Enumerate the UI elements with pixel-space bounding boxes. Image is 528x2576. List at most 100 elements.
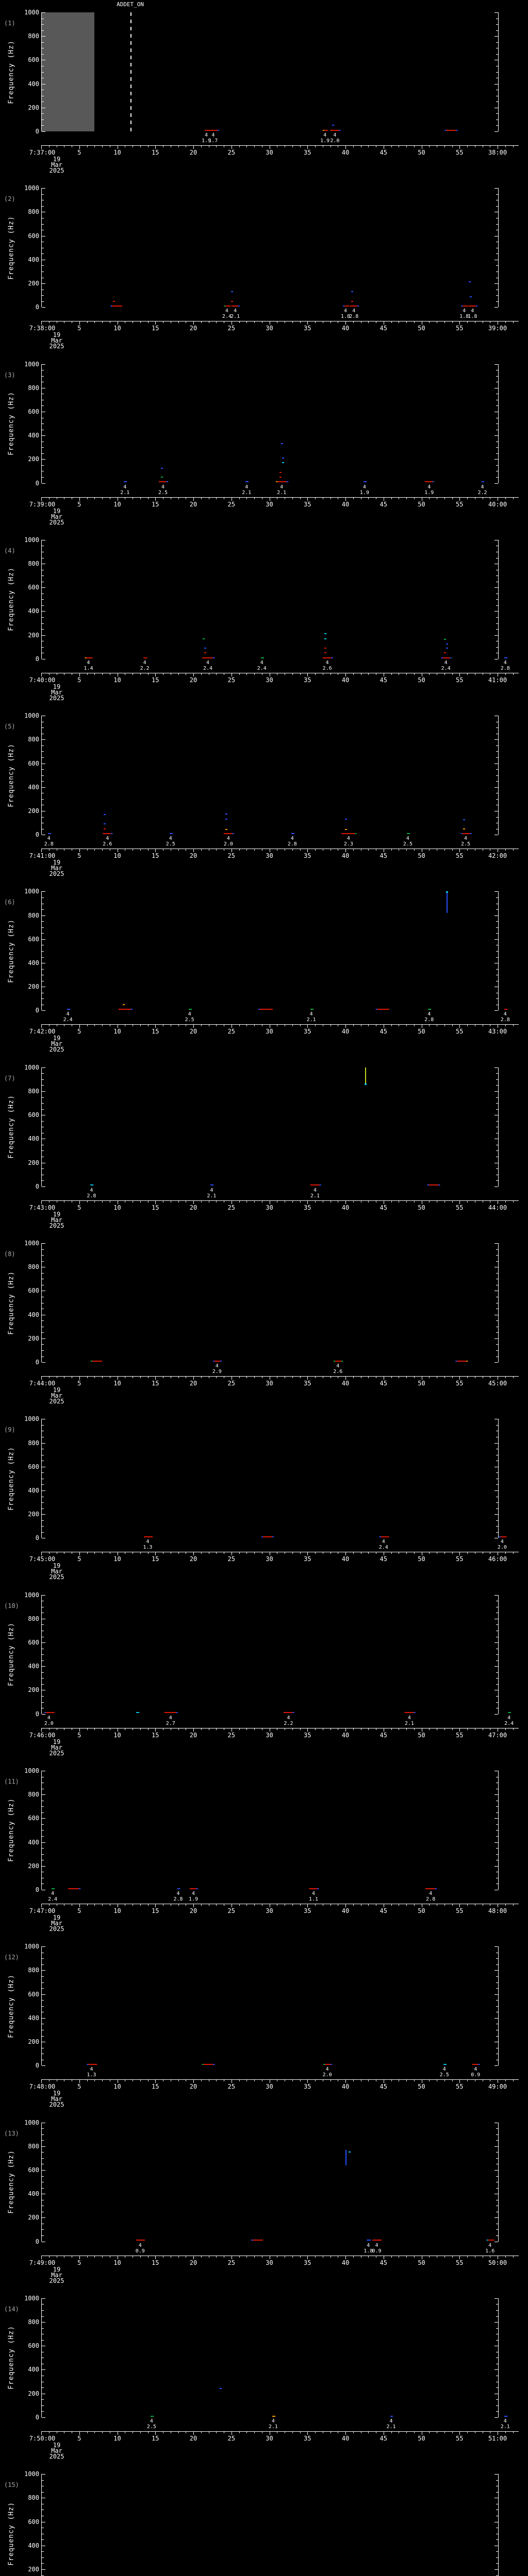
- y-axis-tick: [496, 2158, 498, 2159]
- detection-tip: [91, 1360, 93, 1362]
- detection-mark: [68, 1888, 81, 1889]
- x-tick-label: 45: [380, 1380, 387, 1387]
- y-tick-label: 1000: [24, 1591, 39, 1599]
- x-tick-label: 20: [189, 149, 197, 156]
- y-tick-label: 0: [35, 831, 39, 839]
- x-tick-label: 55: [456, 325, 464, 332]
- y-axis-tick: [42, 2328, 44, 2329]
- detection-dot: [225, 828, 228, 830]
- y-axis-tick: [496, 1836, 498, 1837]
- x-axis-tick: [102, 497, 103, 499]
- y-axis-tick: [42, 2152, 44, 2153]
- y-axis-tick: [42, 1180, 44, 1181]
- x-axis-tick: [193, 1200, 194, 1204]
- detection-mark: [103, 833, 113, 834]
- y-axis-tick: [494, 1514, 498, 1515]
- panel-index-label: (13): [4, 2129, 19, 2137]
- x-axis-tick: [216, 673, 217, 675]
- x-end-time-label: 44:00: [488, 1204, 507, 1211]
- x-axis-tick: [201, 146, 202, 147]
- x-axis-tick: [292, 497, 293, 499]
- x-axis-tick: [201, 849, 202, 851]
- detection-dot: [349, 2151, 351, 2153]
- x-axis-tick: [155, 673, 156, 676]
- plot-area: [41, 1067, 499, 1187]
- x-tick-label: 10: [113, 676, 121, 684]
- y-axis-tick: [42, 1595, 45, 1596]
- y-axis-tick: [42, 2018, 45, 2019]
- x-axis-tick: [216, 497, 217, 499]
- x-axis-tick: [94, 2431, 95, 2433]
- panel-index-label: (15): [4, 2481, 19, 2489]
- detection-line: [253, 2240, 263, 2241]
- detection-line: [87, 657, 93, 658]
- y-axis-tick: [42, 72, 44, 73]
- y-axis-tick: [496, 1344, 498, 1345]
- x-axis-tick: [87, 1728, 88, 1730]
- y-axis-tick: [496, 1425, 498, 1426]
- y-axis-tick: [42, 1794, 45, 1795]
- detection-line: [468, 305, 476, 307]
- y-axis-tick: [42, 1338, 45, 1339]
- detection-dot: [332, 125, 334, 126]
- y-axis-title: Frequency (Hz): [7, 919, 15, 983]
- x-axis-tick: [345, 146, 346, 149]
- detection-mark: [177, 1888, 180, 1889]
- y-axis-tick: [494, 891, 498, 892]
- y-axis-tick: [42, 307, 45, 308]
- x-axis-tick: [216, 146, 217, 147]
- y-axis-tick: [496, 1976, 498, 1977]
- detection-mark: [202, 657, 214, 658]
- y-tick-label: 1000: [24, 1767, 39, 1774]
- x-axis-tick: [216, 1025, 217, 1027]
- detection-score-label: 4 2.2: [477, 484, 487, 496]
- x-axis-tick: [79, 2256, 80, 2259]
- y-axis-tick: [42, 739, 45, 740]
- x-axis-tick: [414, 497, 415, 499]
- detection-score-label: 4 0.9: [471, 2066, 481, 2078]
- detection-tip: [238, 305, 240, 307]
- x-axis-tick: [239, 1728, 240, 1730]
- x-axis-tick: [353, 321, 354, 324]
- y-axis-tick: [42, 2492, 44, 2493]
- detection-mark: [67, 1009, 70, 1010]
- panel-12: (12) Frequency (Hz) 0 200 400 600 800 1000 4 1.3…: [0, 1934, 528, 2110]
- plot-area: [41, 364, 499, 484]
- y-axis-tick: [42, 1982, 44, 1983]
- x-axis-tick: [79, 2431, 80, 2435]
- detection-mark: [291, 833, 294, 834]
- x-axis-tick: [444, 1025, 445, 1027]
- y-axis-tick: [42, 727, 44, 728]
- y-tick-label: 800: [28, 911, 39, 919]
- y-axis-tick: [496, 2006, 498, 2007]
- y-axis-title: Frequency (Hz): [7, 1447, 15, 1511]
- x-axis-tick: [429, 1377, 430, 1379]
- detection-mark: [52, 1888, 55, 1889]
- x-tick-label: 25: [227, 2259, 235, 2266]
- x-axis-tick: [178, 1728, 179, 1730]
- y-axis-tick: [42, 1654, 44, 1655]
- y-axis-tick: [42, 12, 45, 13]
- x-axis-tick: [41, 1728, 42, 1732]
- x-axis-tick: [459, 1552, 460, 1556]
- y-axis-tick: [496, 2316, 498, 2317]
- x-start-time-label: 7:42:00: [29, 1028, 56, 1036]
- x-tick-label: 35: [304, 500, 311, 508]
- y-axis-tick: [494, 2417, 498, 2418]
- x-tick-label: 10: [113, 2083, 121, 2091]
- detection-line: [462, 833, 470, 834]
- x-tick-label: 15: [152, 2259, 159, 2266]
- x-end-time-label: 39:00: [488, 325, 507, 332]
- y-tick-label: 1000: [24, 1943, 39, 1951]
- detection-tip: [460, 833, 463, 834]
- x-axis-tick: [140, 1904, 141, 1906]
- x-axis-tick: [216, 1552, 217, 1554]
- x-axis-tick: [178, 1904, 179, 1906]
- x-axis-tick: [345, 2256, 346, 2259]
- x-tick-label: 20: [189, 1028, 197, 1036]
- x-axis-tick: [391, 2256, 392, 2258]
- y-axis-tick: [496, 2539, 498, 2540]
- y-axis-tick: [496, 1958, 498, 1959]
- y-axis-tick: [42, 477, 44, 478]
- x-axis-tick: [87, 1552, 88, 1554]
